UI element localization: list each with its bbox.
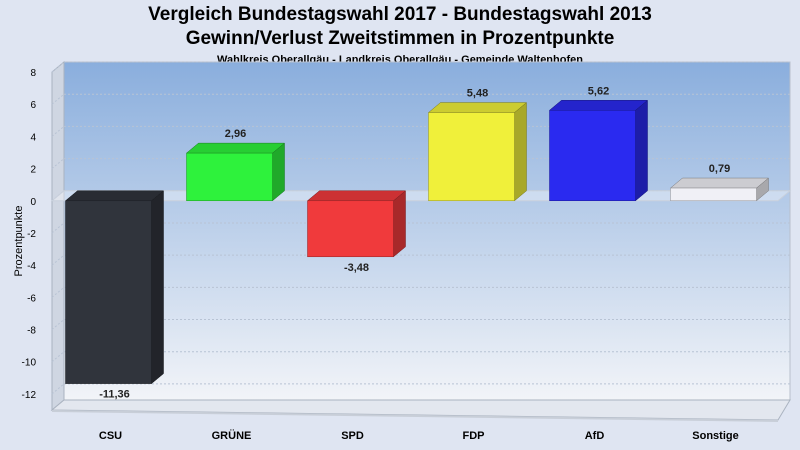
bar-top <box>64 190 165 202</box>
gridline-side <box>51 222 65 234</box>
bar-front <box>186 152 273 202</box>
chart-subtitle: Gewinn/Verlust Zweitstimmen in Prozentpu… <box>185 28 615 49</box>
y-tick-label: -4 <box>27 261 36 272</box>
bar-side <box>151 190 164 385</box>
y-tick-label: -8 <box>27 326 36 337</box>
data-label: 5,48 <box>467 88 488 100</box>
data-label: 2,96 <box>225 128 246 140</box>
gridline-side <box>51 93 65 105</box>
bar-grüne <box>185 142 286 202</box>
y-tick-label: 2 <box>30 165 36 176</box>
data-label: 5,62 <box>588 85 609 97</box>
y-tick-label: -2 <box>27 229 36 240</box>
gridline-side <box>51 61 65 73</box>
data-label: -11,36 <box>99 389 130 401</box>
gridline-side <box>51 158 65 169</box>
plot-background <box>63 61 791 401</box>
y-tick-label: -12 <box>22 390 37 401</box>
bar-top <box>548 100 649 111</box>
bar-spd <box>306 190 407 258</box>
bar-sonstige <box>669 177 770 202</box>
bar-front <box>307 200 394 258</box>
gridline-side <box>51 254 65 266</box>
bar-top <box>427 102 528 113</box>
gridline-side <box>51 351 65 363</box>
chart-title: Vergleich Bundestagswahl 2017 - Bundesta… <box>148 4 652 25</box>
gridline-side <box>51 383 65 395</box>
data-label: 0,79 <box>709 163 730 175</box>
bar-afd <box>548 99 649 202</box>
bar-front <box>549 110 636 202</box>
gridline-side <box>51 319 65 330</box>
bar-front <box>670 187 757 202</box>
bar-side <box>514 102 527 202</box>
y-tick-label: -6 <box>27 293 36 304</box>
bar-top <box>669 177 770 189</box>
y-tick-label: 6 <box>30 100 36 111</box>
x-tick-label: SPD <box>341 430 364 442</box>
x-tick-label: GRÜNE <box>212 429 252 442</box>
bar-side <box>635 99 648 202</box>
plot-floor <box>50 399 791 421</box>
x-tick-label: AfD <box>585 430 605 442</box>
bar-front <box>65 200 152 384</box>
plot-side-wall <box>51 60 65 412</box>
gridline-side <box>51 125 65 137</box>
y-tick-label: 0 <box>30 197 36 208</box>
bar-top <box>306 190 407 202</box>
bar-front <box>428 112 515 202</box>
y-tick-label: 4 <box>30 132 36 143</box>
bar-fdp <box>427 102 528 202</box>
x-tick-label: CSU <box>99 430 122 442</box>
y-tick-label: -10 <box>22 358 37 369</box>
bar-top <box>185 142 286 154</box>
x-tick-label: FDP <box>463 430 485 442</box>
plot-floor-edge <box>52 410 778 422</box>
y-tick-label: 8 <box>30 68 36 79</box>
data-label: -3,48 <box>344 262 369 274</box>
bar-side <box>393 190 406 258</box>
x-tick-label: Sonstige <box>692 430 738 442</box>
gridline-side <box>51 286 65 298</box>
y-axis-label: Prozentpunkte <box>13 206 25 277</box>
bar-csu <box>64 190 165 385</box>
